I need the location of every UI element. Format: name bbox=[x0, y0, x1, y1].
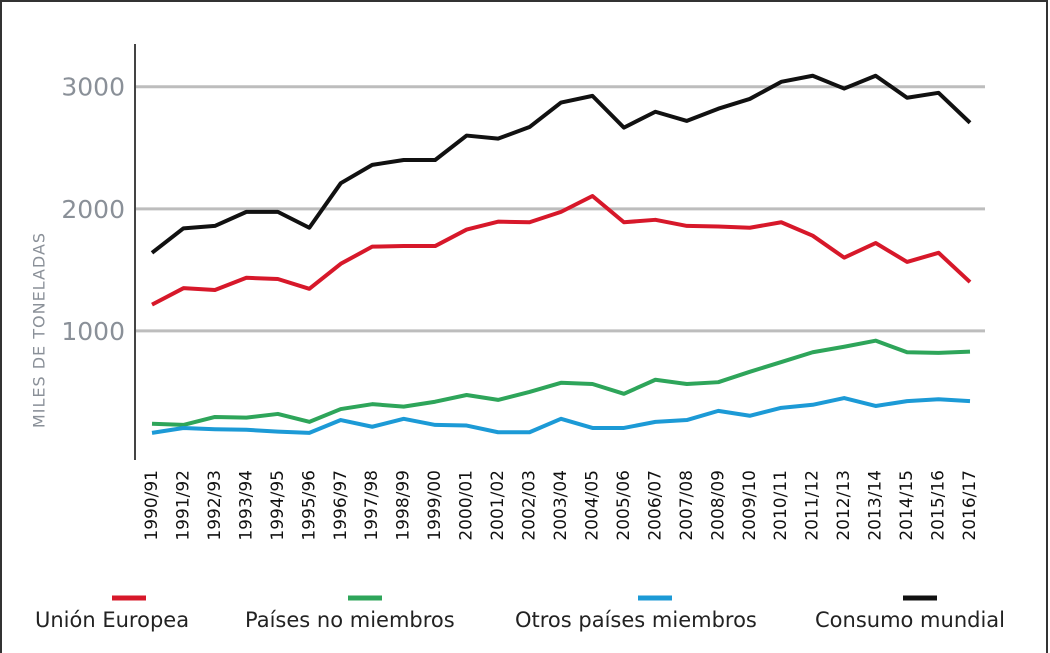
x-tick-label: 2016/17 bbox=[960, 470, 980, 541]
x-tick-label: 1998/99 bbox=[394, 470, 414, 541]
x-tick-label: 2010/11 bbox=[771, 470, 791, 541]
x-tick-label: 1996/97 bbox=[331, 470, 351, 541]
x-tick-label: 1995/96 bbox=[299, 470, 319, 541]
y-tick-label: 1000 bbox=[61, 317, 125, 346]
x-tick-label: 2007/08 bbox=[677, 470, 697, 541]
y-tick-label: 3000 bbox=[61, 73, 125, 102]
x-tick-label: 2012/13 bbox=[834, 470, 854, 541]
x-tick-label: 1991/92 bbox=[173, 470, 193, 541]
series-line bbox=[151, 194, 972, 307]
series-line bbox=[151, 396, 971, 435]
x-tick-label: 1990/91 bbox=[142, 470, 162, 541]
x-tick-label: 2000/01 bbox=[457, 470, 477, 541]
y-axis-label: MILES DE TONELADAS bbox=[30, 232, 49, 428]
x-tick-label: 2002/03 bbox=[520, 470, 540, 541]
legend-label: Otros países miembros bbox=[515, 608, 757, 632]
legend-label: Consumo mundial bbox=[815, 608, 1005, 632]
x-tick-label: 2011/12 bbox=[803, 470, 823, 541]
x-tick-label: 2005/06 bbox=[614, 470, 634, 541]
legend-label: Países no miembros bbox=[245, 608, 455, 632]
x-tick-label: 2009/10 bbox=[740, 470, 760, 541]
x-tick-label: 1997/98 bbox=[362, 470, 382, 541]
x-tick-label: 2004/05 bbox=[582, 470, 602, 541]
series-line bbox=[150, 73, 972, 255]
x-tick-label: 1999/00 bbox=[425, 470, 445, 541]
series-line bbox=[151, 338, 971, 427]
x-tick-label: 2013/14 bbox=[866, 470, 886, 541]
x-tick-label: 1992/93 bbox=[205, 470, 225, 541]
y-tick-label: 2000 bbox=[61, 195, 125, 224]
legend-label: Unión Europea bbox=[35, 608, 189, 632]
x-tick-label: 1993/94 bbox=[236, 470, 256, 541]
x-tick-label: 2008/09 bbox=[708, 470, 728, 541]
x-tick-label: 2014/15 bbox=[897, 470, 917, 541]
x-tick-label: 2003/04 bbox=[551, 470, 571, 541]
x-tick-label: 2015/16 bbox=[929, 470, 949, 541]
x-tick-label: 1994/95 bbox=[268, 470, 288, 541]
x-tick-label: 2006/07 bbox=[645, 470, 665, 541]
x-tick-label: 2001/02 bbox=[488, 470, 508, 541]
